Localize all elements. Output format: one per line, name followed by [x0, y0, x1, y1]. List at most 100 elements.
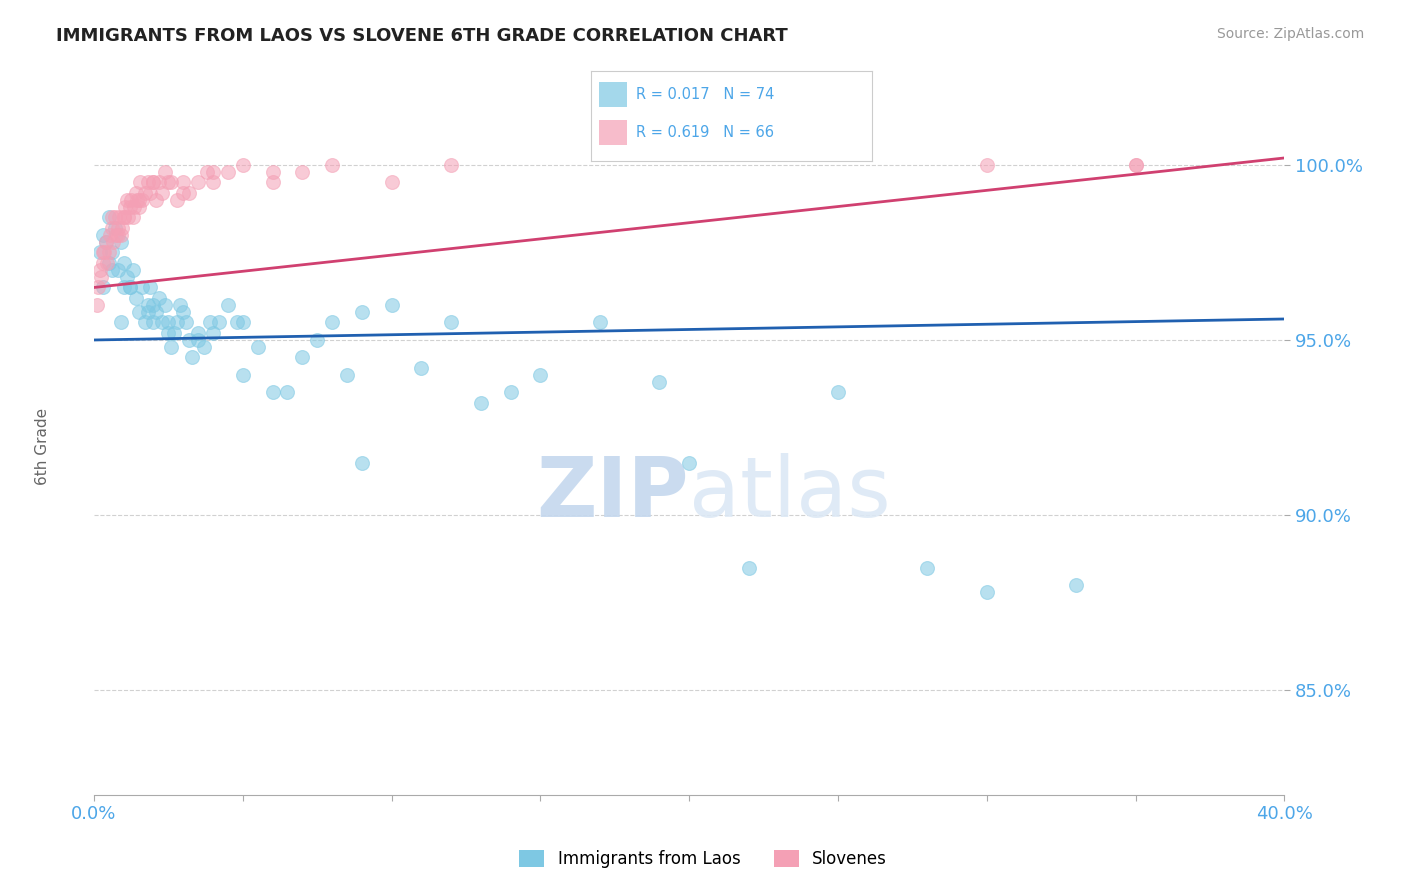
Point — [169, 298, 191, 312]
Point — [128, 193, 150, 207]
Point — [157, 176, 180, 190]
Point — [157, 316, 180, 330]
Point — [291, 165, 314, 179]
Point — [93, 245, 115, 260]
Point — [97, 256, 120, 270]
Point — [124, 186, 146, 200]
Point — [107, 221, 129, 235]
Point — [181, 351, 204, 365]
Point — [529, 368, 551, 382]
Point — [125, 193, 148, 207]
Point — [134, 316, 156, 330]
Point — [350, 305, 373, 319]
Point — [107, 227, 129, 242]
Point — [208, 316, 231, 330]
Point — [91, 280, 114, 294]
Point — [91, 256, 114, 270]
Point — [142, 176, 165, 190]
Point — [160, 176, 183, 190]
Point — [917, 560, 939, 574]
Point — [499, 385, 522, 400]
Point — [118, 200, 141, 214]
Point — [678, 456, 700, 470]
Point — [380, 176, 402, 190]
Point — [94, 235, 117, 249]
Text: ZIP: ZIP — [537, 453, 689, 534]
Point — [157, 326, 180, 340]
Text: 6th Grade: 6th Grade — [35, 408, 49, 484]
Point — [136, 298, 159, 312]
Point — [136, 176, 159, 190]
Point — [232, 158, 254, 172]
Point — [145, 193, 167, 207]
Point — [121, 211, 143, 225]
Point — [155, 298, 177, 312]
Point — [118, 280, 141, 294]
Point — [89, 263, 111, 277]
Point — [112, 256, 135, 270]
Point — [336, 368, 359, 382]
Point — [262, 176, 284, 190]
Text: R = 0.017   N = 74: R = 0.017 N = 74 — [636, 87, 773, 102]
Point — [1125, 158, 1147, 172]
Point — [86, 298, 108, 312]
Point — [136, 305, 159, 319]
Point — [321, 316, 343, 330]
Point — [105, 227, 128, 242]
Point — [124, 291, 146, 305]
Point — [89, 245, 111, 260]
Point — [115, 270, 138, 285]
Point — [128, 305, 150, 319]
Point — [262, 165, 284, 179]
Point — [139, 186, 162, 200]
Point — [129, 176, 152, 190]
Text: atlas: atlas — [689, 453, 891, 534]
Point — [187, 326, 209, 340]
Point — [150, 316, 173, 330]
Point — [91, 245, 114, 260]
Point — [201, 176, 224, 190]
Point — [114, 200, 136, 214]
Bar — [599, 120, 627, 145]
Point — [174, 316, 197, 330]
Point — [112, 211, 135, 225]
Point — [104, 211, 127, 225]
Point — [117, 211, 139, 225]
Point — [101, 245, 124, 260]
Point — [470, 396, 492, 410]
Point — [172, 176, 194, 190]
Point — [232, 316, 254, 330]
Point — [96, 256, 118, 270]
Point — [179, 333, 201, 347]
Point — [97, 245, 120, 260]
Point — [87, 280, 110, 294]
Point — [1125, 158, 1147, 172]
Point — [172, 305, 194, 319]
Point — [110, 227, 132, 242]
Point — [187, 333, 209, 347]
Text: IMMIGRANTS FROM LAOS VS SLOVENE 6TH GRADE CORRELATION CHART: IMMIGRANTS FROM LAOS VS SLOVENE 6TH GRAD… — [56, 27, 787, 45]
Point — [440, 158, 463, 172]
Point — [201, 326, 224, 340]
Bar — [599, 82, 627, 107]
Point — [160, 340, 183, 354]
Point — [246, 340, 269, 354]
Point — [94, 235, 117, 249]
Point — [142, 176, 165, 190]
Point — [155, 165, 177, 179]
Point — [276, 385, 298, 400]
Point — [142, 316, 165, 330]
Point — [225, 316, 247, 330]
Point — [440, 316, 463, 330]
Point — [150, 186, 173, 200]
Point — [121, 263, 143, 277]
Point — [179, 186, 201, 200]
Point — [111, 221, 134, 235]
Point — [163, 326, 186, 340]
Point — [118, 280, 141, 294]
Point — [166, 193, 188, 207]
Point — [148, 291, 170, 305]
Point — [110, 316, 132, 330]
Point — [131, 280, 153, 294]
Point — [350, 456, 373, 470]
